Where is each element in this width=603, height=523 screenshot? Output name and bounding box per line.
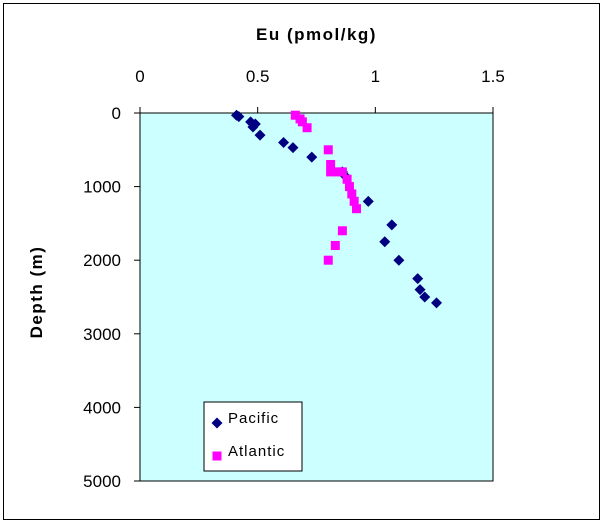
point-atlantic	[344, 182, 354, 192]
data-points	[230, 109, 443, 309]
point-pacific	[414, 284, 426, 296]
x-tick-label: 0	[135, 67, 144, 86]
x-axis-ticks: 0 0.5 1 1.5	[135, 67, 505, 113]
legend-marker-pacific	[211, 417, 223, 429]
point-atlantic	[349, 196, 359, 206]
point-atlantic	[337, 167, 347, 177]
y-tick-label: 0	[112, 104, 121, 123]
y-tick-label: 1000	[83, 178, 121, 197]
y-axis-title: Depth (m)	[27, 246, 46, 339]
legend: Pacific Atlantic	[203, 401, 303, 472]
point-pacific	[386, 219, 398, 231]
y-axis-ticks: 0 1000 2000 3000 4000 5000	[83, 104, 140, 491]
point-atlantic	[333, 167, 343, 177]
legend-label-atlantic: Atlantic	[228, 443, 285, 460]
point-atlantic	[347, 189, 357, 199]
plot-area	[139, 112, 494, 482]
point-pacific	[431, 297, 443, 309]
point-pacific	[419, 291, 431, 303]
point-atlantic	[326, 160, 336, 170]
point-atlantic	[342, 174, 352, 184]
legend-label-pacific: Pacific	[228, 410, 279, 427]
y-tick-label: 4000	[83, 398, 121, 417]
x-tick-label: 0.5	[246, 67, 270, 86]
point-pacific	[362, 195, 374, 207]
y-tick-label: 3000	[83, 325, 121, 344]
x-axis-title: Eu (pmol/kg)	[256, 25, 377, 44]
point-atlantic	[302, 123, 312, 133]
point-pacific	[379, 236, 391, 248]
point-pacific	[254, 129, 266, 141]
point-atlantic	[337, 226, 347, 236]
point-pacific	[306, 151, 318, 163]
y-tick-label: 2000	[83, 251, 121, 270]
point-pacific	[393, 254, 405, 266]
x-tick-label: 1.5	[481, 67, 505, 86]
point-atlantic	[330, 240, 340, 250]
point-pacific	[233, 111, 245, 123]
point-atlantic	[290, 110, 300, 120]
point-atlantic	[323, 255, 333, 265]
legend-marker-atlantic	[212, 451, 222, 461]
point-pacific	[287, 142, 299, 154]
point-pacific	[247, 121, 259, 133]
point-pacific	[412, 273, 424, 285]
y-tick-label: 5000	[83, 472, 121, 491]
point-atlantic	[352, 204, 362, 214]
point-atlantic	[326, 167, 336, 177]
point-pacific	[278, 136, 290, 148]
point-atlantic	[323, 145, 333, 155]
point-atlantic	[297, 117, 307, 127]
x-tick-label: 1	[371, 67, 380, 86]
